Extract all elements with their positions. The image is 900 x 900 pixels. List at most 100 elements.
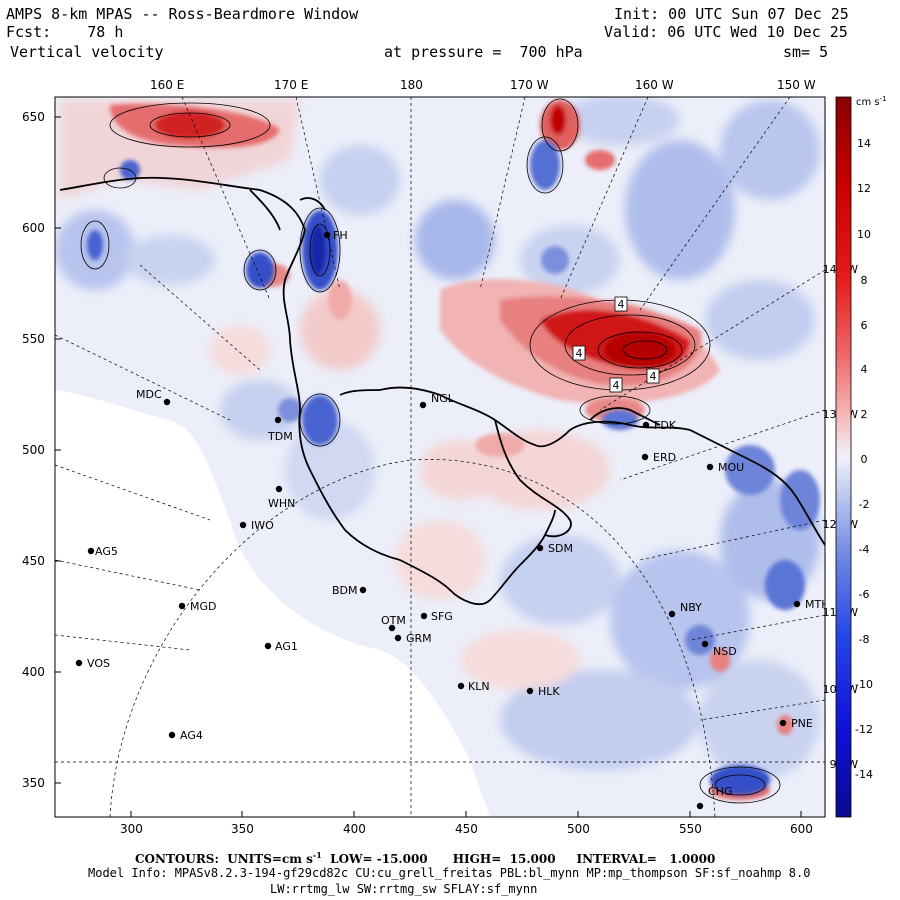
plot-frame [54,96,826,818]
colorbar-label: 0 [861,453,868,466]
station-label: MTH [805,598,829,611]
colorbar-label: 2 [861,408,868,421]
station-label: FDK [654,419,677,432]
station-label: BDM [332,584,358,597]
y-tick-label: 450 [22,554,45,568]
station-dot [526,687,534,695]
colorbar-label: -14 [855,768,873,781]
station-dot [275,485,283,493]
station-label: IWO [251,519,274,532]
station-label: NBY [680,601,702,614]
station-dot [668,610,676,618]
x-tick-label: 350 [231,822,254,836]
station-label: SDM [548,542,573,555]
contour-units-exp: -1 [312,850,322,860]
colorbar-label: -12 [855,723,873,736]
colorbar-label: 12 [857,182,871,195]
contour-units: CONTOURS: UNITS=cm s [135,852,313,866]
station-dot [168,731,176,739]
station-dot [163,398,171,406]
stations: MDC TDM WHN IWO AG5 MGD AG1 VOS AG4 BDM … [75,229,829,810]
contour-label: 4 [576,347,583,360]
x-tick-label: 600 [790,822,813,836]
contour-label: 4 [650,370,657,383]
plot-title: AMPS 8-km MPAS -- Ross-Beardmore Window [6,5,359,23]
station-dot [420,612,428,620]
contour-label: 4 [613,379,620,392]
station-dot [239,521,247,529]
forecast-hour: Fcst: 78 h [6,23,123,41]
colorbar-unit: cm s-1 [856,95,887,108]
station-label: MDC [136,388,162,401]
x-tick-label: 550 [679,822,702,836]
station-label: NSD [713,645,737,658]
contour-range: LOW= -15.000 HIGH= 15.000 INTERVAL= 1.00… [321,852,716,866]
colorbar-label: 10 [857,228,871,241]
axis-ticks [55,116,802,817]
station-dot [701,640,709,648]
smoothing-setting: sm= 5 [783,43,829,61]
station-label: AG4 [180,729,203,742]
station-dot [359,586,367,594]
y-tick-label: 350 [22,776,45,790]
contour-lines [80,98,781,804]
colorbar-label: -6 [859,588,870,601]
init-time: Init: 00 UTC Sun 07 Dec 25 [614,5,849,23]
station-label: FH [333,229,348,242]
colorbar-label: 4 [861,363,868,376]
station-label: OTM [381,614,406,627]
colorbar-scale [835,96,852,818]
x-tick-label: 450 [455,822,478,836]
station-dot [536,544,544,552]
station-label: MOU [718,461,744,474]
station-label: HLK [538,685,560,698]
physics-info: LW:rrtmg_lw SW:rrtmg_sw SFLAY:sf_mynn [270,882,538,896]
colorbar-label: -4 [859,543,870,556]
station-dot [419,401,427,409]
y-tick-label: 500 [22,443,45,457]
top-lon-label: 170 E [274,78,309,92]
pressure-level: at pressure = 700 hPa [384,43,583,61]
model-info: Model Info: MPASv8.2.3-194-gf29cd82c CU:… [88,866,811,880]
x-tick-label: 300 [120,822,143,836]
station-label: SFG [431,610,453,623]
forecast-label: Fcst: [6,23,52,41]
y-tick-label: 650 [22,110,45,124]
contour-info: CONTOURS: UNITS=cm s-1 LOW= -15.000 HIGH… [135,850,715,866]
station-dot [696,802,704,810]
top-lon-label: 180 [400,78,423,92]
station-dot [75,659,83,667]
colorbar: cm s-1 14 12 10 8 6 4 2 0 -2 -4 -6 -8 -1… [835,95,887,818]
map-plot-area: 4 4 4 4 MDC TDM WHN IWO AG5 MGD AG1 VOS … [55,97,829,817]
station-dot [457,682,465,690]
station-label: VOS [87,657,110,670]
forecast-value: 78 h [87,23,124,41]
station-dot [793,600,801,608]
station-dot [264,642,272,650]
contour-value-labels: 4 4 4 4 [572,296,660,393]
top-lon-label: 150 W [777,78,816,92]
station-dot [642,421,650,429]
station-dot [706,463,714,471]
station-label: CHG [708,785,732,798]
station-dot [779,719,787,727]
station-dot [274,416,282,424]
colorbar-label: 14 [857,137,871,150]
station-label: AG5 [95,545,118,558]
descent-cores [87,140,820,795]
coastline [59,176,825,605]
station-label: NGL [431,392,455,405]
station-label: TDM [267,430,293,443]
x-tick-label: 500 [567,822,590,836]
station-label: WHN [268,497,295,510]
colorbar-labels: 14 12 10 8 6 4 2 0 -2 -4 -6 -8 -10 -12 -… [855,137,873,781]
station-dot [178,602,186,610]
colorbar-label: 8 [861,274,868,287]
station-label: MGD [190,600,217,613]
station-dot [388,624,396,632]
colorbar-label: -8 [859,633,870,646]
contour-label: 4 [618,298,625,311]
x-tick-label: 400 [343,822,366,836]
station-label: AG1 [275,640,298,653]
blank-region [55,390,490,817]
